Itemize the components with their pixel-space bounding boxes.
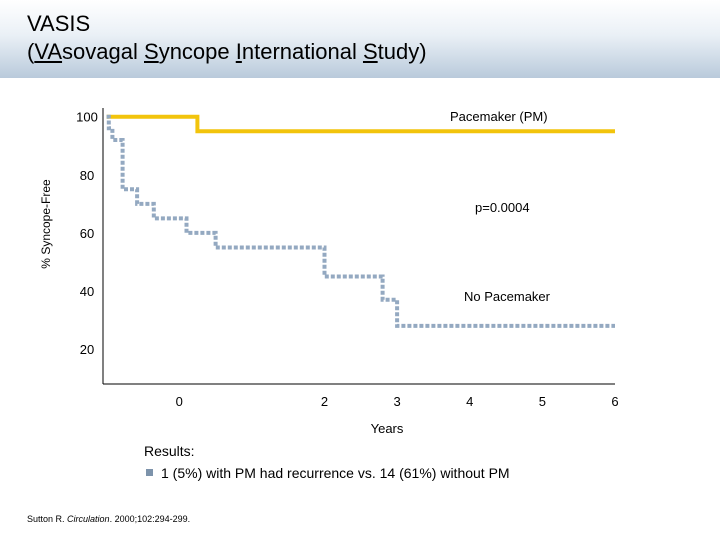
y-tick-label: 40: [80, 284, 94, 299]
x-axis-label: Years: [371, 421, 404, 436]
x-tick-label: 5: [539, 394, 546, 409]
results-block: Results: 1 (5%) with PM had recurrence v…: [144, 440, 510, 484]
pacemaker-annotation: Pacemaker (PM): [450, 109, 548, 124]
y-tick-label: 100: [76, 110, 98, 125]
no-pacemaker-series-line: [106, 114, 615, 328]
x-tick-label: 0: [176, 394, 183, 409]
title-line2: (VAsovagal Syncope International Study): [27, 39, 427, 64]
y-tick-label: 20: [80, 342, 94, 357]
no-pacemaker-annotation: No Pacemaker: [464, 289, 551, 304]
y-axis-label: % Syncope-Free: [39, 179, 53, 269]
slide-header: VASIS (VAsovagal Syncope International S…: [0, 0, 720, 78]
results-bullet-row: 1 (5%) with PM had recurrence vs. 14 (61…: [144, 462, 510, 484]
x-tick-label: 2: [321, 394, 328, 409]
title-line1: VASIS: [27, 11, 91, 36]
x-tick-label: 4: [466, 394, 473, 409]
x-tick-label: 6: [611, 394, 618, 409]
y-tick-label: 60: [80, 226, 94, 241]
results-bullet-text: 1 (5%) with PM had recurrence vs. 14 (61…: [161, 465, 510, 481]
y-tick-label: 80: [80, 168, 94, 183]
square-bullet-icon: [146, 469, 153, 476]
results-heading: Results:: [144, 443, 195, 459]
citation: Sutton R. Circulation. 2000;102:294-299.: [27, 514, 191, 524]
x-tick-label: 3: [394, 394, 401, 409]
pacemaker-series-line: [106, 114, 615, 134]
pvalue-annotation: p=0.0004: [475, 200, 530, 215]
slide-title: VASIS (VAsovagal Syncope International S…: [27, 10, 427, 66]
